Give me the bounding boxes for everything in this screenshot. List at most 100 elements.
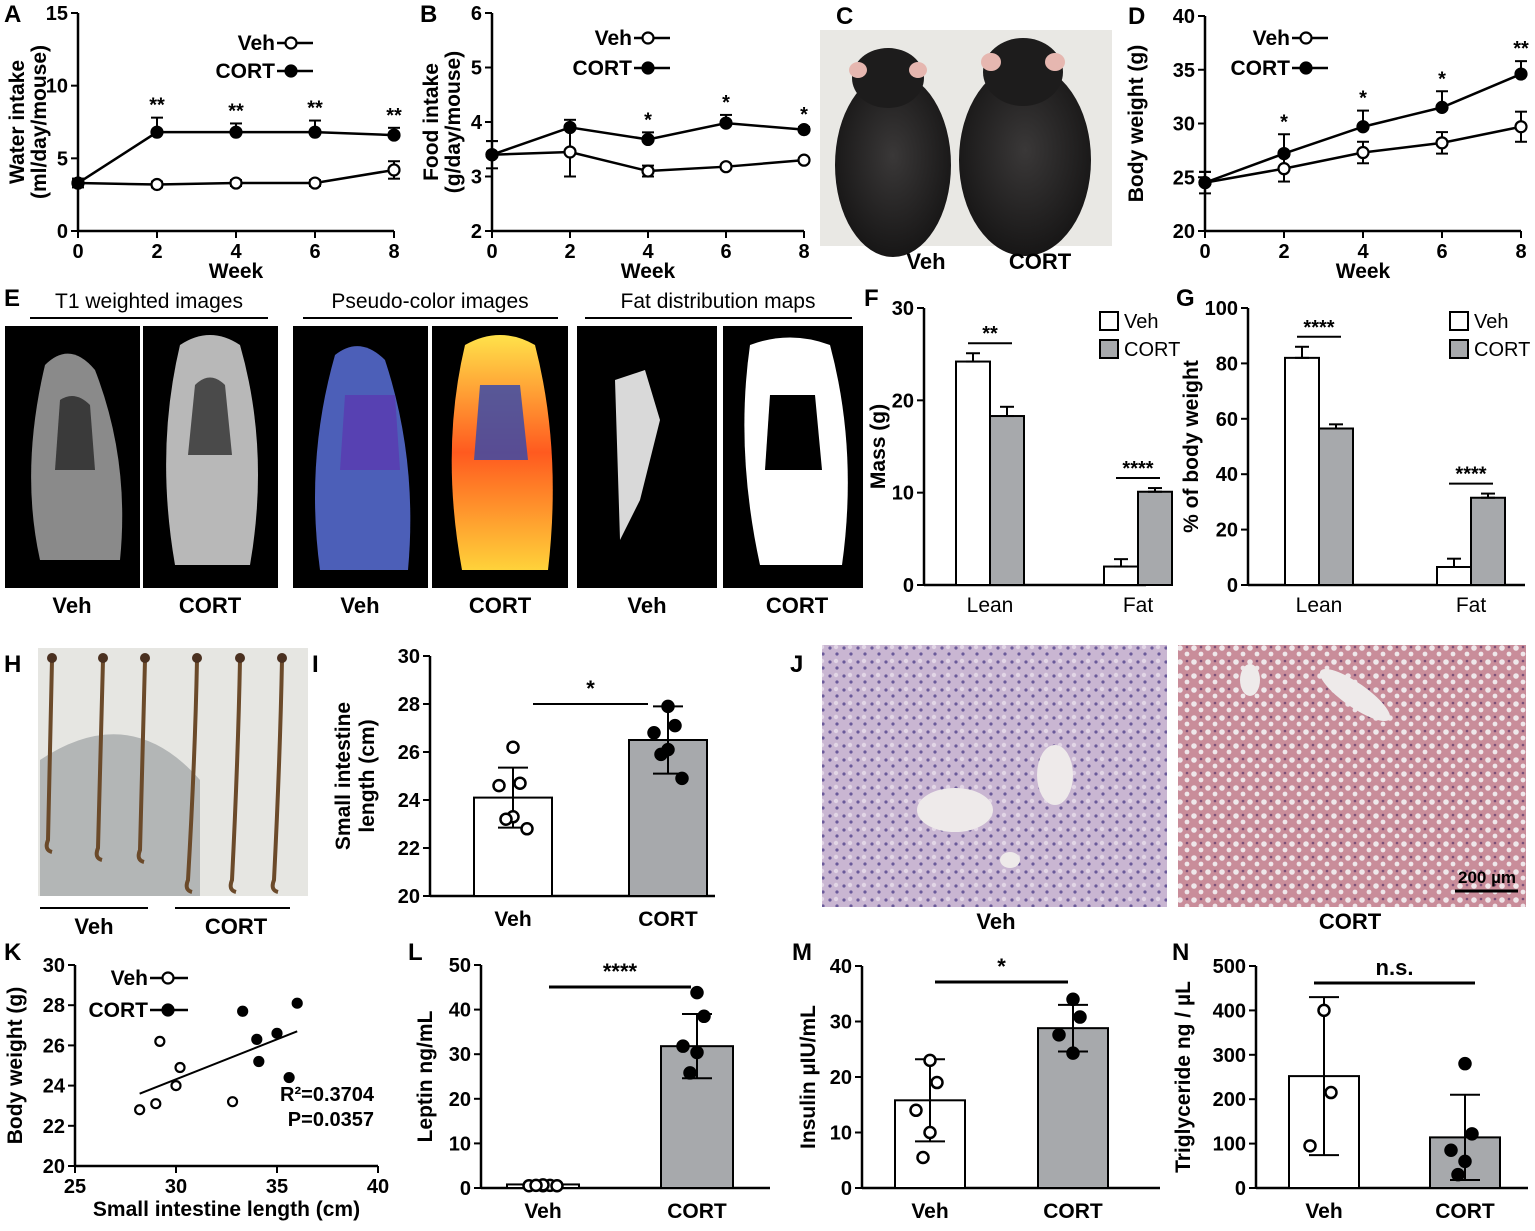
panel-letter-m: M: [792, 939, 812, 966]
chart-N-point-veh: [1317, 1003, 1331, 1018]
chart-B-point-veh: [563, 145, 577, 159]
chart-L-y-label: Leptin ng/mL: [414, 1010, 437, 1142]
photo-e-header-fat: Fat distribution maps: [621, 290, 816, 313]
chart-D-x-tick-label: 8: [1515, 241, 1526, 263]
chart-I-point-cort: [668, 718, 682, 733]
chart-A-y-tick-label: 10: [46, 76, 68, 98]
chart-B-legend-label-veh: Veh: [595, 27, 632, 50]
chart-K-point-cort: [283, 1071, 295, 1084]
chart-D-y-tick-label: 20: [1173, 221, 1195, 243]
chart-B-y-tick-label: 4: [471, 112, 483, 134]
chart-B-y-label: Food intake: [420, 63, 443, 181]
chart-A-legend-marker-cort: [284, 64, 298, 78]
chart-B-x-label: Week: [621, 260, 676, 283]
chart-L-point-veh: [550, 1179, 564, 1193]
chart-A-line-cort: [77, 130, 395, 185]
chart-N-point-cort: [1458, 1154, 1472, 1169]
chart-L-x-tick-label-cort: CORT: [667, 1200, 727, 1223]
chart-B-y-tick-label: 3: [471, 167, 482, 189]
chart-K-legend-marker-veh: [161, 971, 175, 985]
chart-L-y-tick-label: 30: [449, 1044, 471, 1066]
chart-I-y-label: Small intestine: [332, 702, 355, 850]
chart-B-y-label-2: (g/day/mouse): [442, 51, 465, 193]
chart-B-point-veh: [797, 153, 811, 167]
chart-M-sig: *: [997, 954, 1006, 979]
chart-I-sig: *: [586, 676, 595, 701]
panel-letter-d: D: [1128, 3, 1145, 30]
chart-I-x-tick-label-cort: CORT: [638, 908, 698, 931]
chart-I-y-tick-label: 26: [398, 742, 420, 764]
chart-K-point-cort: [251, 1033, 263, 1045]
photo-e-label-5: Veh: [627, 593, 666, 618]
chart-I-y-label-2: length (cm): [356, 719, 379, 832]
chart-A-point-cort: [71, 176, 85, 190]
chart-D-x-tick-label: 4: [1357, 241, 1369, 263]
panel-j-photos: [822, 645, 1526, 907]
chart-M-y-tick-label: 40: [830, 956, 852, 978]
chart-L-y-tick-label: 20: [449, 1089, 471, 1111]
chart-B-legend-marker-cort: [641, 61, 655, 75]
chart-L-point-cort: [697, 1009, 711, 1024]
chart-A-legend-marker-veh: [284, 36, 298, 50]
chart-D-point-veh: [1514, 120, 1528, 134]
chart-L-point-veh: [529, 1178, 543, 1193]
chart-D-point-veh: [1435, 136, 1449, 150]
chart-G-legend-label-veh: Veh: [1474, 311, 1508, 333]
photo-e-label-3: Veh: [340, 593, 379, 618]
chart-B-x-tick-label: 2: [564, 241, 575, 263]
chart-F-bar-cort-lean: [989, 415, 1025, 586]
chart-L-point-cort: [690, 985, 704, 1000]
panel-letter-j: J: [790, 651, 803, 678]
panel-letter-i: I: [312, 651, 319, 678]
chart-A-x-tick-label: 4: [230, 241, 242, 263]
chart-K-x-tick-label: 35: [266, 1176, 288, 1198]
chart-N-x-tick-label-cort: CORT: [1435, 1200, 1495, 1223]
photo-h-label-cort: CORT: [205, 914, 268, 939]
chart-K-point-veh: [150, 1098, 162, 1110]
chart-L-x-tick-label-veh: Veh: [524, 1200, 561, 1223]
chart-M-y-tick-label: 10: [830, 1123, 852, 1145]
chart-G-sig-0: ****: [1303, 317, 1334, 339]
panel-letter-e: E: [4, 285, 20, 312]
chart-K-point-veh: [134, 1104, 146, 1116]
chart-K-point-veh: [170, 1079, 182, 1092]
chart-N-point-cort: [1465, 1127, 1479, 1141]
chart-A-sig-3: **: [307, 98, 323, 120]
chart-D-legend-label-veh: Veh: [1253, 27, 1290, 50]
chart-N-y-tick-label: 0: [1235, 1178, 1246, 1200]
chart-A-x-tick-label: 8: [388, 241, 399, 263]
chart-A-point-cort: [308, 125, 322, 139]
chart-D-sig-1: *: [1280, 111, 1288, 133]
chart-A-x-tick-label: 2: [151, 241, 162, 263]
chart-N-point-veh: [1324, 1085, 1338, 1100]
chart-F-y-label: Mass (g): [867, 404, 890, 489]
chart-A-point-veh: [308, 176, 322, 190]
chart-N-y-tick-label: 100: [1213, 1134, 1246, 1156]
chart-G-legend-label-cort: CORT: [1474, 339, 1530, 361]
chart-K-y-tick-label: 22: [43, 1116, 65, 1138]
chart-A-y-tick-label: 15: [46, 3, 68, 25]
photo-c-label-cort: CORT: [1009, 249, 1072, 274]
chart-G-legend-swatch-cort: [1449, 339, 1469, 359]
chart-D-y-tick-label: 35: [1173, 60, 1195, 82]
chart-D-x-label: Week: [1336, 260, 1391, 283]
chart-I-y-tick-label: 24: [398, 790, 421, 812]
chart-A-point-veh: [150, 177, 164, 192]
chart-B-x-tick-label: 0: [486, 241, 497, 263]
chart-D-point-cort: [1356, 120, 1370, 134]
chart-N-y-tick-label: 400: [1213, 1000, 1246, 1022]
chart-G-y-tick-label: 40: [1216, 464, 1238, 486]
panel-h-photo: [38, 648, 308, 909]
photo-j-label-veh: Veh: [976, 909, 1015, 934]
chart-A-point-cort: [150, 125, 164, 139]
photo-j-label-cort: CORT: [1319, 909, 1382, 934]
photo-h-label-veh: Veh: [74, 914, 113, 939]
chart-F-legend-swatch-cort: [1099, 339, 1119, 359]
panel-letter-k: K: [4, 939, 22, 966]
chart-K-y-label: Body weight (g): [4, 987, 27, 1144]
chart-G-y-tick-label: 60: [1216, 409, 1238, 431]
chart-A-point-cort: [387, 128, 401, 142]
chart-K-y-tick-label: 26: [43, 1035, 65, 1057]
chart-B-x-tick-label: 4: [642, 241, 654, 263]
